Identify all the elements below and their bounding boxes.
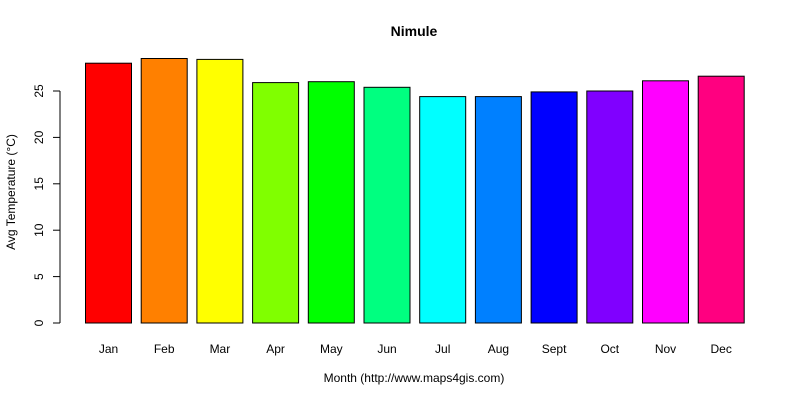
x-tick-label-oct: Oct: [600, 342, 619, 356]
y-axis-label: Avg Temperature (°C): [4, 134, 18, 250]
x-tick-label-mar: Mar: [210, 342, 231, 356]
y-tick-label-10: 10: [32, 223, 46, 237]
x-tick-label-sept: Sept: [542, 342, 567, 356]
bar-jun: [363, 86, 411, 324]
bars-group: [85, 58, 745, 324]
x-tick-label-aug: Aug: [488, 342, 509, 356]
y-axis-ticks: 0 5 10 15 20 25: [32, 84, 60, 326]
bar-feb: [140, 58, 188, 324]
bar-jul: [419, 96, 467, 324]
chart-title: Nimule: [391, 23, 438, 39]
bar-dec: [697, 75, 745, 324]
bar-apr: [252, 82, 300, 324]
y-tick-label-15: 15: [32, 177, 46, 191]
bar-aug: [474, 96, 522, 324]
x-axis-labels: Jan Feb Mar Apr May Jun Jul Aug Sept Oct Nov Dec: [99, 342, 732, 356]
y-tick-label-5: 5: [32, 273, 46, 280]
y-tick-label-25: 25: [32, 84, 46, 98]
bar-may: [307, 81, 355, 324]
x-tick-label-nov: Nov: [655, 342, 676, 356]
x-tick-label-apr: Apr: [266, 342, 285, 356]
x-tick-label-dec: Dec: [711, 342, 732, 356]
x-axis-label: Month (http://www.maps4gis.com): [324, 371, 505, 385]
bar-nov: [642, 80, 689, 324]
bar-sept: [530, 91, 578, 324]
bar-jan: [85, 62, 132, 324]
x-tick-label-may: May: [320, 342, 343, 356]
x-tick-label-jan: Jan: [99, 342, 118, 356]
x-tick-label-feb: Feb: [154, 342, 175, 356]
y-tick-label-0: 0: [32, 319, 46, 326]
bar-oct: [586, 90, 634, 324]
bar-mar: [196, 58, 244, 324]
y-tick-label-20: 20: [32, 130, 46, 144]
x-tick-label-jul: Jul: [435, 342, 450, 356]
x-tick-label-jun: Jun: [377, 342, 396, 356]
